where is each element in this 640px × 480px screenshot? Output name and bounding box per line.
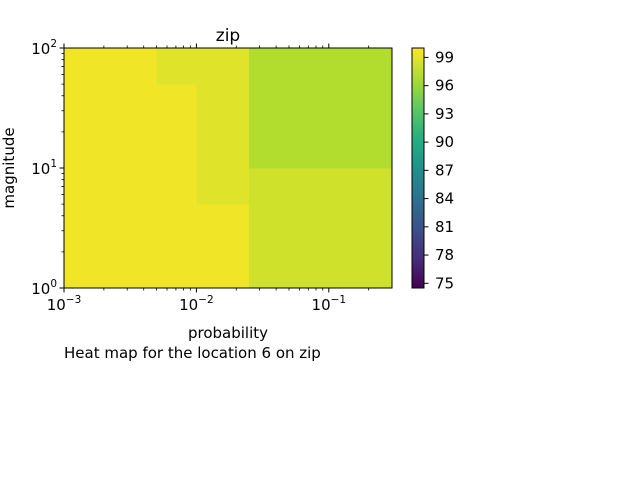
colorbar-tick-label: 75 xyxy=(435,274,454,292)
heatmap-cell xyxy=(64,48,158,85)
heatmap-cell xyxy=(196,84,250,169)
heatmap-cell xyxy=(156,168,197,205)
figure-caption: Heat map for the location 6 on zip xyxy=(64,344,321,362)
heatmap-cell xyxy=(249,48,393,85)
colorbar-tick-label: 84 xyxy=(435,190,454,208)
heatmap-cell xyxy=(156,84,197,169)
heatmap-cell xyxy=(249,84,393,169)
heatmap-cell xyxy=(64,204,158,289)
x-tick-label: 10−1 xyxy=(312,294,347,314)
colorbar-tick-label: 93 xyxy=(435,105,454,123)
colorbar xyxy=(411,47,425,289)
x-axis-label: probability xyxy=(188,324,268,342)
heatmap-cell xyxy=(249,204,393,289)
y-tick-label: 101 xyxy=(31,158,57,178)
colorbar-tick-label: 78 xyxy=(435,246,454,264)
x-tick-label: 10−2 xyxy=(179,294,214,314)
heatmap-cell xyxy=(249,168,393,205)
heatmap-cells xyxy=(64,48,393,289)
heatmap-cell xyxy=(64,84,158,169)
y-tick-label: 100 xyxy=(31,278,57,298)
heatmap-cell xyxy=(156,204,197,289)
heatmap-cell xyxy=(64,168,158,205)
heatmap-cell xyxy=(196,168,250,205)
heatmap-cell xyxy=(196,48,250,85)
colorbar-tick-label: 81 xyxy=(435,218,454,236)
y-tick-label: 102 xyxy=(31,38,57,58)
colorbar-tick-labels: 75 78 81 84 87 90 93 96 99 xyxy=(424,48,454,292)
colorbar-tick-label: 99 xyxy=(435,48,454,66)
y-tick-labels: 100 101 102 xyxy=(31,38,64,298)
colorbar-tick-label: 87 xyxy=(435,161,454,179)
chart-title: zip xyxy=(216,26,240,46)
y-axis-label: magnitude xyxy=(0,127,18,208)
heatmap-cell xyxy=(196,204,250,289)
heatmap-cell xyxy=(156,48,197,85)
colorbar-tick-label: 90 xyxy=(435,133,454,151)
x-tick-labels: 10−3 10−2 10−1 xyxy=(47,43,347,314)
x-tick-label: 10−3 xyxy=(47,294,82,314)
colorbar-tick-label: 96 xyxy=(435,77,454,95)
